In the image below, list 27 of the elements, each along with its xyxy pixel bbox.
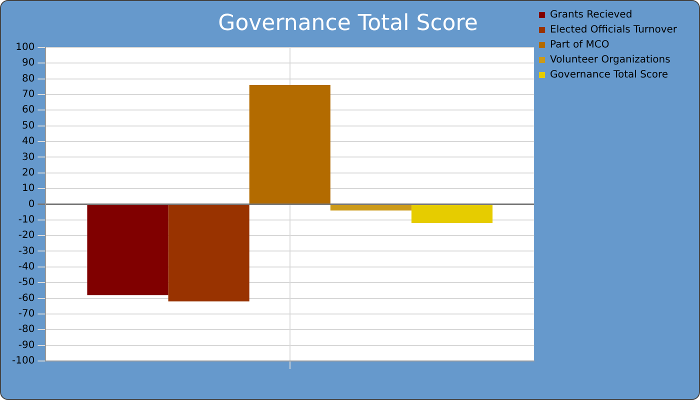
y-tick-label: -60 bbox=[18, 292, 35, 304]
y-tick-label: 60 bbox=[22, 104, 35, 116]
legend-label: Volunteer Organizations bbox=[550, 54, 670, 66]
chart-title: Governance Total Score bbox=[218, 10, 478, 36]
y-tick-label: -10 bbox=[18, 214, 35, 226]
y-tick-label: 20 bbox=[22, 167, 35, 178]
y-tick-label: -70 bbox=[18, 308, 35, 320]
y-tick-label: 70 bbox=[22, 89, 35, 100]
y-tick-label: 100 bbox=[16, 42, 35, 53]
legend-label: Governance Total Score bbox=[550, 70, 668, 81]
legend-label: Part of MCO bbox=[550, 40, 610, 51]
y-tick-label: -20 bbox=[18, 230, 35, 242]
y-tick-label: 40 bbox=[22, 136, 35, 148]
y-tick-label: -40 bbox=[18, 262, 35, 273]
y-tick-label: -50 bbox=[18, 277, 35, 288]
y-tick-label: 30 bbox=[22, 152, 35, 163]
y-tick-label: -90 bbox=[18, 340, 35, 351]
legend-label: Elected Officials Turnover bbox=[550, 24, 678, 36]
y-tick-label: 90 bbox=[22, 58, 35, 69]
y-tick-label: 80 bbox=[22, 73, 35, 84]
y-tick-label: -30 bbox=[18, 246, 35, 257]
y-tick-label: 50 bbox=[22, 120, 35, 132]
legend-label: Grants Recieved bbox=[550, 10, 632, 21]
y-tick-label: -80 bbox=[18, 324, 35, 336]
y-tick-label: 0 bbox=[28, 198, 35, 210]
y-tick-label: -100 bbox=[12, 356, 35, 367]
y-tick-label: 10 bbox=[22, 183, 35, 194]
